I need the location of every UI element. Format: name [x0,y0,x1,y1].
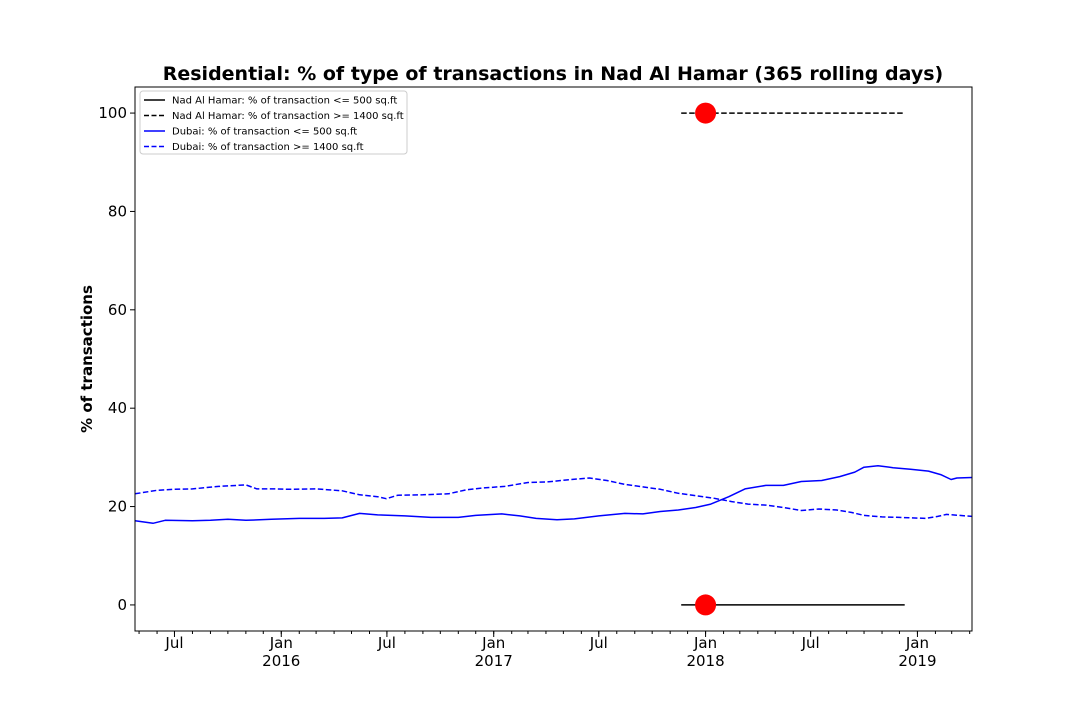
y-tick-label: 40 [108,399,127,417]
y-tick-label: 60 [108,301,127,319]
x-tick-year-label: 2018 [686,652,724,670]
x-tick-label: Jan [269,634,293,652]
data-point-marker [695,102,717,124]
x-tick-year-label: 2019 [898,652,936,670]
y-tick-label: 100 [98,104,127,122]
x-tick-label: Jan [481,634,505,652]
plot-frame [134,86,973,632]
series-layer [134,112,973,606]
y-axis-label: % of transactions [78,285,96,433]
x-tick-label: Jul [801,634,820,652]
chart-title: Residential: % of type of transactions i… [163,63,944,85]
y-tick-label: 20 [108,498,127,516]
x-tick-year-label: 2017 [475,652,513,670]
legend: Nad Al Hamar: % of transaction <= 500 sq… [139,90,408,155]
series-line-3 [134,464,973,525]
x-tick-label: Jul [377,634,396,652]
y-axis: 0 20 40 60 80 100 [98,104,135,614]
x-tick-label: Jan [905,634,929,652]
plot-area [135,87,972,631]
legend-label: Nad Al Hamar: % of transaction <= 500 sq… [172,96,397,107]
legend-label: Dubai: % of transaction >= 1400 sq.ft [172,142,364,153]
x-tick-label: Jul [589,634,608,652]
legend-label: Nad Al Hamar: % of transaction >= 1400 s… [172,111,404,122]
legend-box [139,90,408,155]
x-tick-label: Jul [164,634,183,652]
marker-layer [695,102,717,616]
y-tick-label: 80 [108,202,127,220]
series-line-4 [134,477,973,520]
x-tick-year-label: 2016 [262,652,300,670]
legend-label: Dubai: % of transaction <= 500 sq.ft [172,127,357,138]
y-tick-label: 0 [117,596,127,614]
x-tick-label: Jan [693,634,717,652]
data-point-marker [695,594,717,616]
